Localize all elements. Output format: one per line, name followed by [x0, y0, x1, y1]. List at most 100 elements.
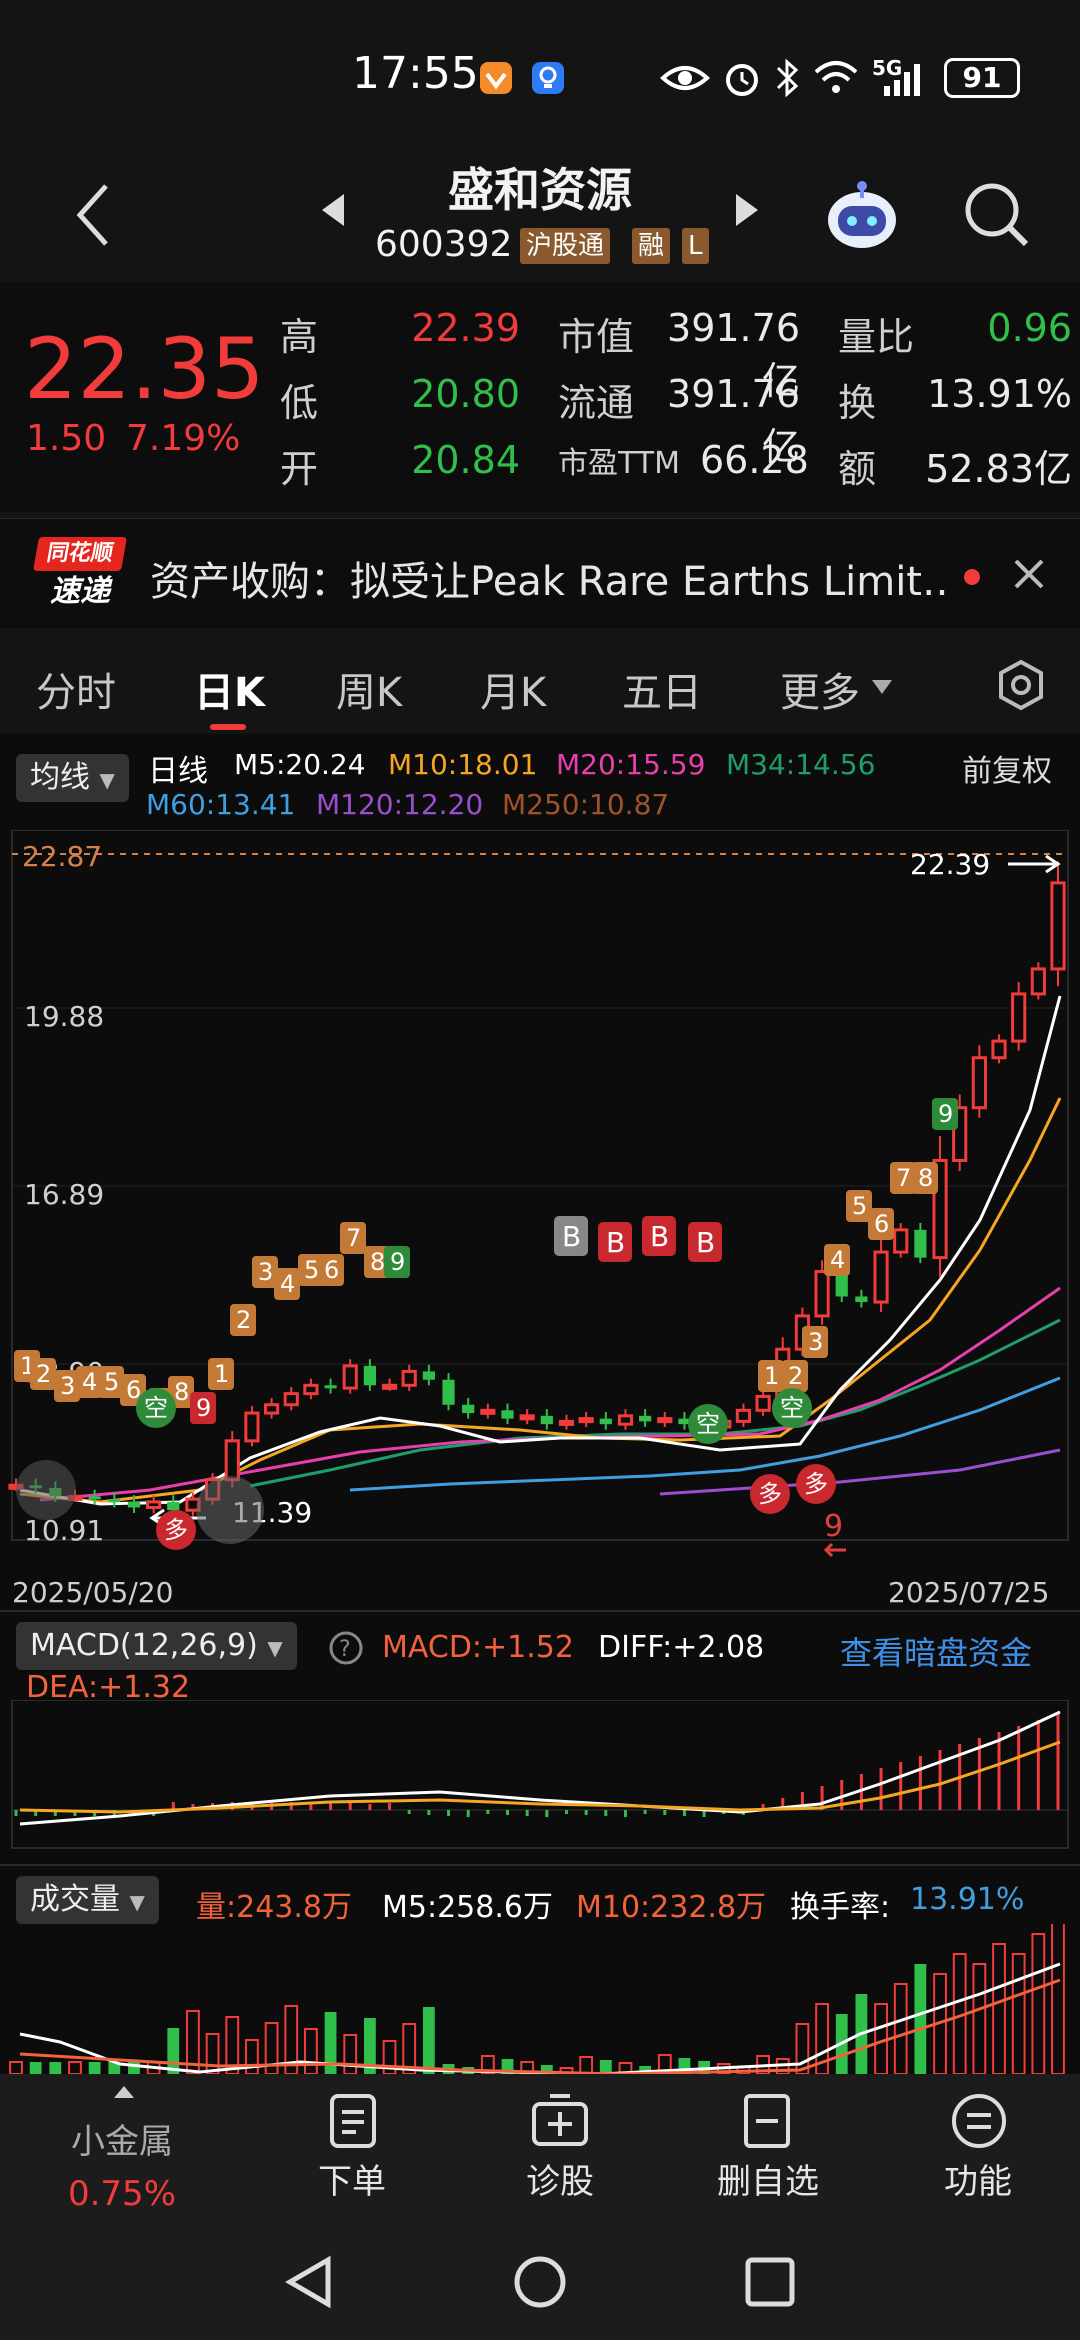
- dark-pool-link[interactable]: 查看暗盘资金: [840, 1634, 1033, 1672]
- svg-text:多: 多: [804, 1470, 828, 1498]
- svg-text:8: 8: [370, 1248, 385, 1276]
- svg-text:4: 4: [82, 1368, 97, 1396]
- ma10-line: [19, 1097, 1062, 1504]
- svg-text:多: 多: [164, 1516, 188, 1544]
- volume-bar: [382, 2040, 397, 2074]
- tab-weekly-k[interactable]: 周K: [336, 670, 403, 716]
- next-stock-icon[interactable]: [732, 190, 762, 230]
- candle-body: [678, 1418, 691, 1425]
- back-arrow-icon[interactable]: [72, 180, 112, 250]
- svg-text:7: 7: [896, 1164, 911, 1192]
- diagnose-button[interactable]: 诊股: [526, 2162, 594, 2202]
- legend-m34: M34:14.56: [726, 748, 876, 781]
- remove-watchlist-icon[interactable]: [742, 2092, 792, 2150]
- candle-body: [735, 1408, 752, 1423]
- svg-text:空: 空: [696, 1410, 720, 1438]
- order-icon[interactable]: [328, 2092, 378, 2150]
- remove-watchlist-button[interactable]: 删自选: [717, 2162, 819, 2202]
- volume-bar: [480, 2055, 495, 2074]
- volume-bar: [815, 2003, 829, 2074]
- candle-body: [1011, 992, 1027, 1043]
- chevron-up-icon[interactable]: [112, 2084, 136, 2100]
- high-label: 高: [280, 315, 319, 359]
- prev-stock-icon[interactable]: [318, 190, 348, 230]
- volume-svg: [9, 1924, 1065, 2074]
- legend-m5: M5:20.24: [234, 748, 366, 781]
- svg-text:1: 1: [764, 1362, 779, 1390]
- function-icon[interactable]: [950, 2092, 1008, 2150]
- dropdown-caret-icon: ▼: [267, 1636, 283, 1660]
- candle-body: [127, 1501, 141, 1508]
- candle-body: [422, 1371, 435, 1380]
- candle-body: [146, 1500, 162, 1509]
- svg-text:2: 2: [36, 1360, 51, 1388]
- candle-body: [617, 1414, 634, 1426]
- divider: [0, 1610, 1080, 1612]
- diagnose-icon[interactable]: [530, 2092, 590, 2150]
- candle-body: [363, 1365, 376, 1386]
- tab-monthly-k[interactable]: 月K: [480, 670, 547, 716]
- amount-value: 52.83亿: [925, 447, 1072, 491]
- robot-assistant-icon[interactable]: [820, 174, 904, 258]
- sector-name[interactable]: 小金属: [71, 2122, 173, 2162]
- high-marker-label: 22.39: [910, 848, 990, 881]
- volume-bar: [284, 2005, 299, 2074]
- battery-level: 91: [962, 61, 1002, 94]
- volume-bar: [520, 2061, 535, 2074]
- plot-frame: [11, 830, 1069, 1541]
- tab-more[interactable]: 更多: [780, 670, 860, 716]
- overlay-control-center[interactable]: [196, 1476, 264, 1544]
- low-value: 20.80: [411, 372, 520, 416]
- close-icon[interactable]: [1012, 557, 1046, 591]
- nav-recents-icon[interactable]: [744, 2256, 796, 2308]
- order-button[interactable]: 下单: [318, 2162, 386, 2202]
- svg-text:6: 6: [874, 1210, 889, 1238]
- sequence-count-badges: 1 2 3 4 5 6 7 8 9 1 2 3 4 5 6 7 8 9 1 2 …: [14, 1098, 958, 1424]
- news-headline[interactable]: 资产收购：拟受让Peak Rare Earths Limit…: [150, 559, 950, 605]
- x-axis-start: 2025/05/20: [12, 1576, 174, 1609]
- kline-svg[interactable]: 22.87 19.88 16.89 13.90 10.91 22.39 11.3…: [0, 830, 1080, 1560]
- svg-text:9: 9: [824, 1509, 843, 1544]
- tab-daily-k[interactable]: 日K: [194, 670, 265, 716]
- logo-brand-bottom: 速递: [50, 574, 110, 609]
- function-button[interactable]: 功能: [944, 2162, 1012, 2202]
- candle-body: [578, 1417, 594, 1424]
- candle-body: [303, 1383, 319, 1396]
- nav-home-icon[interactable]: [512, 2254, 568, 2310]
- kline-chart-area[interactable]: 均线 ▼ 日线 M5:20.24 M10:18.01 M20:15.59 M34…: [0, 734, 1080, 2074]
- svg-text:B: B: [562, 1220, 581, 1253]
- svg-text:空: 空: [144, 1394, 168, 1422]
- volume-bar: [49, 2062, 62, 2074]
- macd-svg: [11, 1700, 1069, 1849]
- tab-intraday[interactable]: 分时: [36, 670, 116, 716]
- mktcap-label: 市值: [558, 315, 635, 359]
- x-axis-end: 2025/07/25: [888, 1576, 1050, 1609]
- indicator-selector[interactable]: 均线 ▼: [16, 754, 129, 802]
- svg-text:1: 1: [214, 1360, 229, 1388]
- adjust-mode[interactable]: 前复权: [962, 754, 1052, 789]
- svg-text:7: 7: [346, 1224, 361, 1252]
- settings-hexagon-icon[interactable]: [994, 658, 1048, 712]
- svg-text:6: 6: [324, 1256, 339, 1284]
- overlay-control-left[interactable]: [16, 1460, 76, 1520]
- svg-text:多: 多: [758, 1480, 782, 1508]
- volume-bar: [599, 2060, 612, 2074]
- volume-bar: [795, 2023, 810, 2074]
- dropdown-caret-icon: ▼: [129, 1890, 145, 1914]
- help-icon[interactable]: ?: [328, 1630, 364, 1666]
- nav-back-icon[interactable]: [282, 2254, 338, 2310]
- eye-icon: [660, 66, 710, 90]
- candle-body: [244, 1411, 260, 1443]
- search-icon[interactable]: [962, 180, 1032, 250]
- news-ticker[interactable]: 同花顺 速递 资产收购：拟受让Peak Rare Earths Limit…: [0, 518, 1080, 628]
- volume-selector[interactable]: 成交量 ▼: [16, 1876, 159, 1924]
- ths-express-logo: 同花顺 速递: [33, 537, 127, 613]
- tab-five-day[interactable]: 五日: [622, 670, 702, 716]
- volratio-label: 量比: [838, 315, 915, 359]
- bluetooth-icon: [776, 58, 799, 98]
- volume-bar: [657, 2054, 672, 2074]
- candle-body: [991, 1039, 1007, 1060]
- macd-selector[interactable]: MACD(12,26,9) ▼: [16, 1622, 297, 1670]
- svg-text:4: 4: [830, 1246, 845, 1274]
- svg-text:8: 8: [918, 1164, 933, 1192]
